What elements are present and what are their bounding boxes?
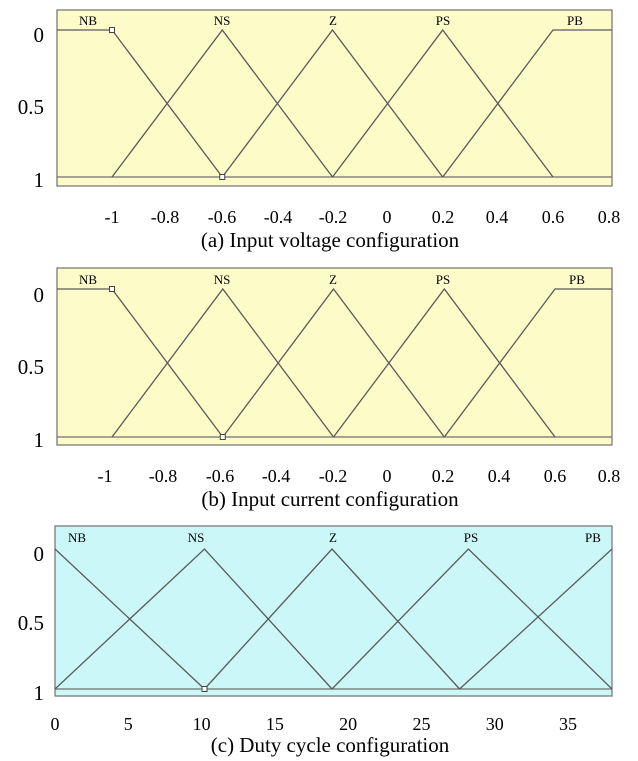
x-tick-label: -0.2 — [319, 466, 348, 486]
x-tick-label: -0.2 — [319, 207, 348, 227]
series-label-PB: PB — [569, 272, 585, 287]
panel-caption: (c) Duty cycle configuration — [211, 733, 450, 757]
chart-panel-2: NB NS Z PS PB 0 0.5 1 -1 -0.8 -0.6 -0.4 -0.2 0 0.2 0.4 0… — [18, 267, 621, 511]
x-tick-label: 10 — [193, 714, 211, 734]
x-tick-label: 0.8 — [598, 466, 621, 486]
series-label-NB: NB — [68, 530, 86, 545]
series-PB-line — [443, 288, 612, 438]
point-marker — [109, 27, 115, 33]
series-NS-line — [55, 548, 333, 690]
point-marker — [219, 434, 226, 440]
x-tick-label: 0.2 — [432, 207, 455, 227]
series-NS-line — [111, 287, 335, 438]
series-label-NS: NS — [188, 530, 205, 545]
x-tick-label: -0.6 — [206, 466, 235, 486]
x-tick-label: 0.6 — [544, 466, 567, 486]
y-tick-label: 1 — [34, 168, 45, 192]
chart-panel-1: NB NS Z PS PB 0 0.5 1 -1 -0.8 -0.6 -0.4 -0.2 0 0.2 0.4 0… — [18, 9, 621, 252]
series-label-NB: NB — [79, 272, 97, 287]
panel-caption: (b) Input current configuration — [201, 487, 459, 511]
y-tick-label: 1 — [34, 681, 45, 705]
series-label-Z: Z — [329, 13, 337, 28]
point-marker — [201, 686, 208, 692]
y-tick-label: 1 — [34, 428, 45, 452]
x-tick-label: 0.8 — [598, 207, 621, 227]
point-marker — [219, 174, 226, 180]
series-label-PS: PS — [436, 272, 450, 287]
series-Z-line — [204, 548, 461, 690]
series-PS-line — [332, 287, 556, 438]
series-PB-line — [459, 548, 612, 690]
series-PB-line — [442, 29, 612, 178]
x-tick-label: 0 — [383, 466, 392, 486]
x-tick-label: 5 — [124, 714, 133, 734]
point-marker — [109, 286, 115, 292]
series-label-PS: PS — [436, 13, 450, 28]
series-label-PB: PB — [585, 530, 601, 545]
series-label-NS: NS — [214, 13, 231, 28]
x-tick-label: -0.6 — [208, 207, 237, 227]
x-tick-label: 15 — [266, 714, 284, 734]
x-tick-label: 0.6 — [542, 207, 565, 227]
x-tick-label: -0.4 — [262, 466, 291, 486]
x-tick-label: 0.2 — [432, 466, 455, 486]
x-tick-label: 0 — [383, 207, 392, 227]
series-label-NS: NS — [214, 272, 231, 287]
x-tick-label: 0.4 — [488, 466, 511, 486]
series-label-PB: PB — [567, 13, 583, 28]
series-label-NB: NB — [79, 13, 97, 28]
x-tick-label: -0.8 — [151, 207, 180, 227]
y-tick-label: 0 — [34, 542, 45, 566]
x-tick-label: -0.4 — [264, 207, 293, 227]
plot-area — [56, 9, 613, 187]
y-tick-label: 0.5 — [18, 355, 44, 379]
series-label-Z: Z — [329, 530, 337, 545]
y-tick-label: 0.5 — [18, 611, 44, 635]
x-tick-label: 30 — [486, 714, 504, 734]
series-Z-line — [222, 287, 445, 438]
series-label-Z: Z — [329, 272, 337, 287]
y-tick-label: 0.5 — [18, 95, 44, 119]
x-tick-label: -1 — [98, 466, 113, 486]
x-tick-label: 0.4 — [486, 207, 509, 227]
x-tick-label: -0.8 — [149, 466, 178, 486]
series-NS-line — [111, 28, 334, 178]
series-PS-line — [331, 28, 554, 178]
series-Z-line — [221, 28, 444, 178]
y-tick-label: 0 — [34, 23, 45, 47]
series-PS-line — [331, 548, 612, 690]
x-tick-label: 25 — [412, 714, 430, 734]
plot-area — [56, 267, 613, 446]
x-tick-label: 0 — [51, 714, 60, 734]
y-tick-label: 0 — [34, 283, 45, 307]
x-tick-label: -1 — [105, 207, 120, 227]
x-tick-label: 35 — [559, 714, 577, 734]
panel-caption: (a) Input voltage configuration — [201, 228, 460, 252]
series-label-PS: PS — [464, 530, 478, 545]
plot-area — [54, 525, 613, 697]
x-tick-label: 20 — [339, 714, 357, 734]
